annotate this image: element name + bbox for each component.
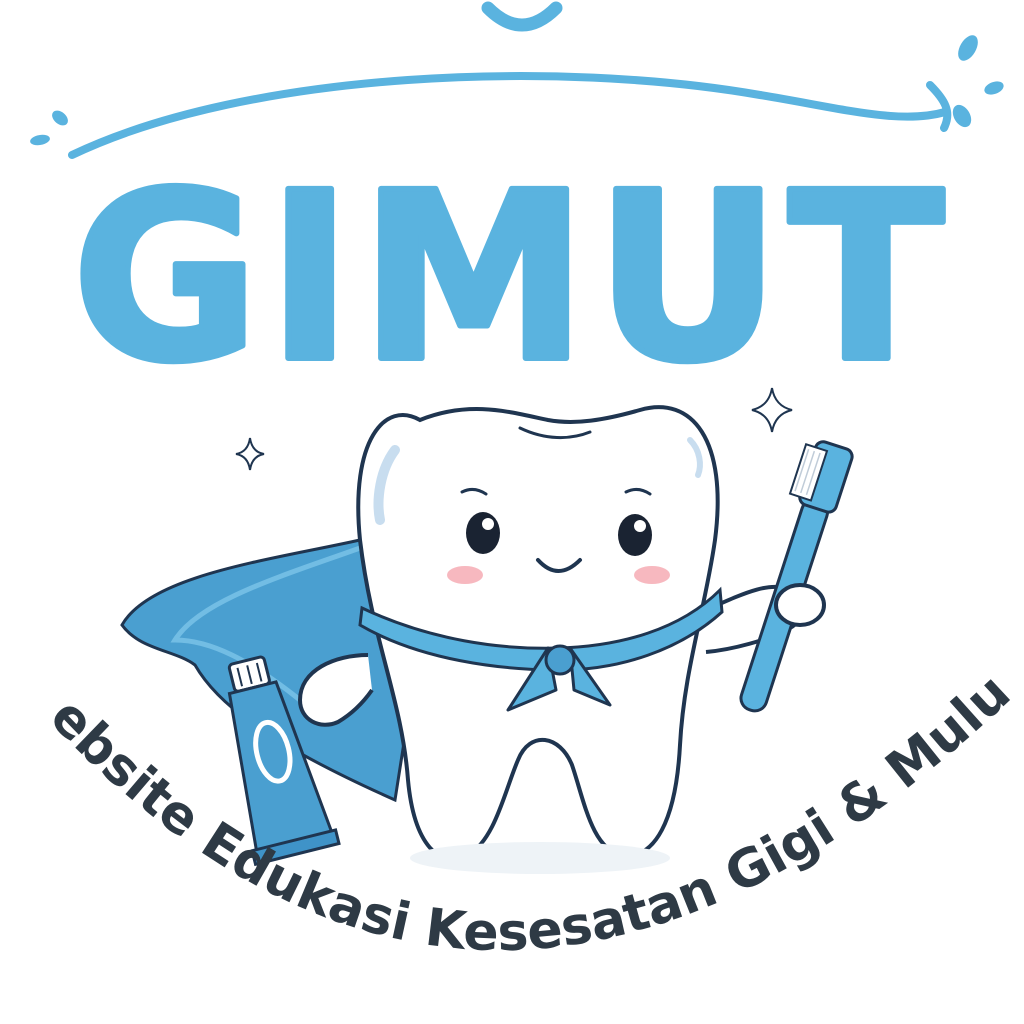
brand-name: GIMUT: [72, 143, 952, 413]
eyebrow-right: [624, 487, 652, 496]
mouth: [536, 558, 582, 573]
bandana-icon: [358, 586, 724, 712]
toothpaste-tube-icon: [227, 655, 341, 867]
cheek-left: [447, 566, 483, 584]
smile-arc-icon: [481, 1, 563, 32]
swoosh-tail-icon: [926, 81, 952, 132]
cheek-right: [634, 566, 670, 584]
toothbrush-icon: [739, 440, 854, 713]
eye-left: [466, 512, 500, 554]
arm-left: [297, 653, 374, 727]
eyebrow-left: [460, 487, 488, 496]
sparkle-right-icon: [751, 387, 793, 433]
hand-right: [774, 583, 826, 627]
swoosh-icon: [68, 72, 949, 159]
sparkle-left-icon: [235, 437, 265, 471]
eye-right: [618, 514, 652, 556]
water-drop-right-icon: [952, 35, 1004, 128]
water-drop-left-icon: [30, 110, 68, 146]
